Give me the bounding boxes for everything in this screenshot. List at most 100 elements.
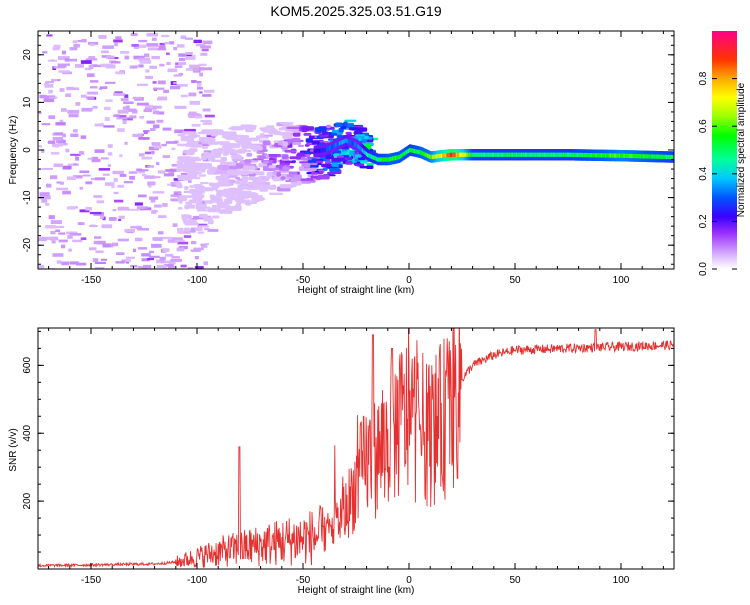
noise-cell (141, 258, 150, 262)
noise-cell (176, 247, 185, 252)
noise-cell (43, 99, 55, 103)
transition-cell (317, 174, 330, 180)
ridge-core (630, 153, 633, 159)
noise-cell (181, 215, 192, 219)
noise-cell (66, 231, 78, 235)
ridge-core (465, 152, 468, 157)
noise-cell (153, 124, 160, 129)
ridge-core (561, 152, 564, 157)
noise-cell (73, 129, 78, 133)
noise-cell (62, 71, 72, 75)
transition-cell (231, 159, 243, 161)
noise-cell (171, 184, 181, 187)
ridge-core (471, 152, 474, 157)
ridge-core (598, 153, 601, 158)
transition-cell (259, 133, 265, 137)
transition-cell (316, 135, 321, 140)
ridge-core (518, 152, 521, 157)
ridge-core (576, 152, 580, 158)
transition-cell (260, 127, 269, 132)
ridge-core (534, 152, 538, 157)
ridge-core (664, 154, 667, 159)
transition-cell (343, 121, 348, 124)
ridge-core (589, 153, 592, 158)
ridge-core (322, 148, 325, 153)
noise-cell (162, 127, 172, 131)
ridge-core (580, 152, 583, 158)
noise-cell (118, 218, 122, 221)
ridge-core (555, 152, 558, 157)
transition-cell (184, 227, 191, 232)
noise-cell (100, 123, 104, 127)
ridge-core (481, 152, 484, 157)
noise-cell (124, 228, 135, 233)
noise-cell (107, 164, 111, 167)
noise-cell (164, 42, 171, 45)
transition-cell (212, 215, 220, 219)
noise-cell (111, 185, 115, 189)
ridge-core (314, 148, 318, 154)
noise-cell (145, 107, 150, 112)
ridge-core (653, 154, 656, 159)
ridge-core (494, 152, 497, 157)
ridge-core (341, 140, 344, 145)
x-tick-label: 50 (509, 575, 521, 586)
noise-cell (95, 250, 104, 253)
noise-cell (190, 249, 201, 252)
noise-cell (174, 129, 184, 134)
transition-cell (289, 156, 301, 160)
ridge-core (569, 152, 572, 157)
noise-cell (127, 208, 140, 211)
noise-cell (55, 229, 60, 232)
noise-cell (157, 80, 166, 85)
ridge-core (473, 152, 477, 157)
ridge-core (448, 152, 451, 158)
ridge-core (542, 152, 545, 157)
colorbar-tick-label: 0.8 (698, 71, 709, 85)
noise-cell (46, 34, 53, 37)
x-tick-label: -100 (187, 275, 207, 286)
ridge-core (547, 152, 550, 157)
ridge-core (378, 157, 381, 162)
noise-cell (166, 52, 170, 56)
noise-cell (188, 111, 197, 115)
noise-cell (165, 141, 178, 144)
noise-cell (89, 211, 102, 215)
ridge-core (639, 154, 642, 159)
ridge-core (381, 157, 384, 162)
ridge-core (566, 152, 569, 157)
ridge-core (501, 152, 505, 157)
transition-cell (216, 202, 229, 205)
noise-cell (181, 172, 189, 176)
ridge-core (593, 153, 596, 158)
ridge-core (626, 153, 629, 158)
ridge-core (463, 152, 466, 157)
noise-cell (173, 46, 178, 51)
ridge-core (602, 153, 605, 158)
noise-cell (197, 142, 210, 147)
ridge-core (616, 153, 619, 158)
ridge-core (346, 138, 349, 144)
noise-cell (174, 239, 185, 242)
noise-cell (70, 133, 79, 137)
transition-cell (321, 163, 332, 168)
x-tick-label: 0 (406, 575, 412, 586)
ridge-core (344, 138, 347, 144)
noise-cell (148, 250, 155, 254)
ridge-core (557, 152, 560, 157)
transition-cell (240, 190, 252, 196)
ridge-core (406, 149, 409, 154)
noise-cell (151, 151, 155, 155)
noise-cell (41, 123, 51, 126)
noise-cell (146, 43, 159, 47)
noise-cell (150, 128, 156, 131)
ridge-core (396, 155, 399, 160)
ridge-core (451, 152, 454, 157)
noise-cell (92, 64, 103, 68)
x-tick-label: 100 (613, 275, 630, 286)
transition-cell (179, 195, 193, 198)
ridge-core (645, 154, 648, 159)
noise-cell (89, 247, 97, 251)
x-tick-label: -50 (296, 275, 311, 286)
noise-cell (58, 239, 68, 243)
